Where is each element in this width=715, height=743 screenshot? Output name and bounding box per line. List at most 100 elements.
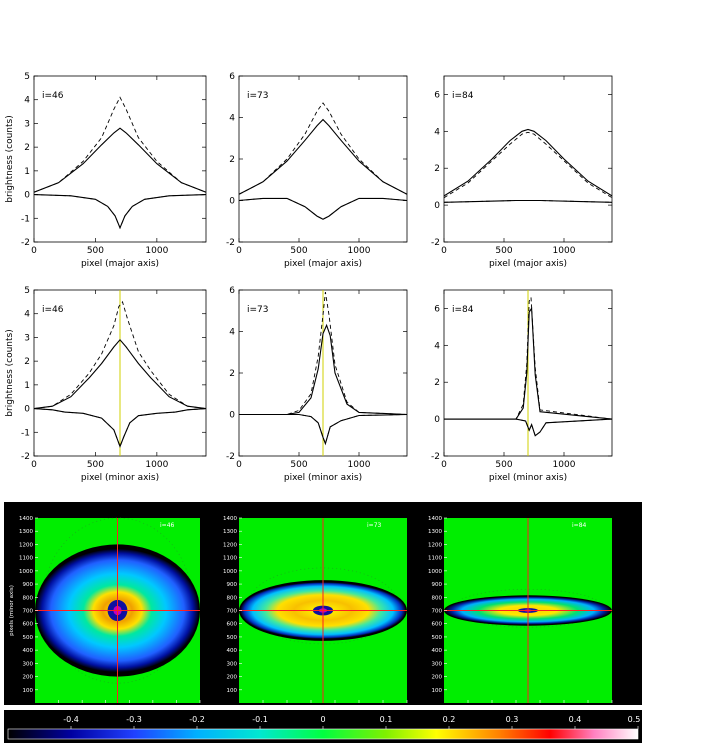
series-line-2 (239, 197, 407, 220)
map-i46: 2004006008001000120014001002003004005006… (9, 516, 207, 720)
x-tick-label: 1000 (145, 460, 168, 470)
y-tick-label: 0 (229, 411, 235, 421)
x-tick-label: 0 (236, 246, 242, 256)
y-tick-label: 200 (432, 675, 443, 681)
panel-annotation: i=84 (452, 91, 474, 101)
x-tick-label: 500 (87, 246, 104, 256)
y-tick-label: 4 (24, 96, 30, 106)
y-tick-label: 6 (229, 286, 235, 296)
y-tick-label: 1000 (223, 569, 237, 575)
y-tick-label: 1 (24, 381, 30, 391)
y-tick-label: 6 (434, 90, 440, 100)
y-tick-label: 900 (23, 582, 34, 588)
colorbar-tick-label: -0.1 (252, 715, 268, 724)
x-tick-label: 1000 (348, 460, 371, 470)
y-tick-label: 800 (227, 595, 238, 601)
y-tick-label: 1100 (223, 556, 237, 562)
y-tick-label: -1 (21, 214, 30, 224)
y-tick-label: 400 (227, 648, 238, 654)
y-tick-label: 1300 (223, 529, 237, 535)
y-tick-label: 0 (24, 191, 30, 201)
profile-major-i46: 0 500 1000 -2 -1 0 1 2 3 4 5 pixel (major axis) brig… (5, 72, 207, 269)
colorbar-tick-label: -0.2 (189, 715, 205, 724)
y-tick-label: 4 (434, 127, 440, 137)
y-tick-label: 300 (432, 661, 443, 667)
map-i84: 2004006008001000120014001002003004005006… (428, 516, 619, 720)
y-axis-label: brightness (counts) (5, 329, 15, 416)
y-tick-label: 700 (227, 609, 238, 615)
y-tick-label: 5 (24, 286, 30, 296)
y-tick-label: 2 (24, 357, 30, 367)
y-tick-label: 100 (227, 688, 238, 694)
y-tick-label: 300 (227, 661, 238, 667)
colorbar-tick-label: 0.3 (506, 715, 519, 724)
x-axis-label: pixel (minor axis) (81, 473, 159, 483)
y-tick-label: 500 (432, 635, 443, 641)
y-tick-label: 6 (229, 72, 235, 82)
colorbar-tick-label: 0.2 (443, 715, 456, 724)
y-tick-label: 1300 (19, 529, 33, 535)
colorbar: -0.4 -0.3 -0.2 -0.1 0 0.1 0.2 0.3 0.4 0.5 (4, 710, 642, 743)
y-tick-label: 500 (227, 635, 238, 641)
y-axis-label: pixels (minor axis) (9, 585, 15, 636)
panel-annotation: i=84 (452, 305, 474, 315)
series-line-1 (239, 102, 407, 195)
y-tick-label: 1000 (428, 569, 442, 575)
x-tick-label: 1000 (553, 246, 576, 256)
y-tick-label: 600 (227, 622, 238, 628)
y-tick-label: 4 (229, 328, 235, 338)
colorbar-tick-label: 0.1 (380, 715, 393, 724)
colorbar-tick-label: -0.4 (63, 715, 79, 724)
y-tick-label: 1000 (19, 569, 33, 575)
series-line-3 (34, 408, 206, 448)
colorbar-scale (7, 728, 639, 740)
y-tick-label: 6 (434, 304, 440, 314)
series-line-0 (444, 306, 612, 420)
x-axis-label: pixel (major axis) (489, 259, 567, 269)
y-tick-label: 600 (23, 622, 34, 628)
y-tick-label: 1200 (428, 542, 442, 548)
y-tick-label: -2 (21, 238, 30, 248)
y-tick-label: 800 (23, 595, 34, 601)
y-tick-label: 0 (24, 405, 30, 415)
map-i73: 2004006008001000120014001002003004005006… (223, 516, 414, 720)
y-tick-label: 4 (229, 114, 235, 124)
y-tick-label: 900 (227, 582, 238, 588)
y-tick-label: 700 (23, 609, 34, 615)
panel-annotation: i=84 (572, 522, 587, 529)
y-tick-label: 0 (434, 415, 440, 425)
series-line-3 (239, 414, 407, 446)
series-line-0 (34, 338, 206, 410)
series-line-3 (239, 197, 407, 220)
plot-frame (443, 75, 613, 243)
x-tick-label: 0 (31, 460, 37, 470)
y-axis-label: brightness (counts) (5, 115, 15, 202)
y-tick-label: -2 (226, 452, 235, 462)
x-axis-label: pixel (major axis) (81, 259, 159, 269)
series-line-0 (239, 118, 407, 195)
series-line-2 (34, 194, 206, 230)
y-tick-label: -2 (226, 238, 235, 248)
y-tick-label: 3 (24, 119, 30, 129)
y-tick-label: 4 (24, 310, 30, 320)
y-tick-label: 200 (23, 675, 34, 681)
y-tick-label: 100 (23, 688, 34, 694)
y-tick-label: 0 (229, 197, 235, 207)
series-line-3 (444, 418, 612, 437)
plot-frame (33, 75, 207, 243)
series-line-1 (34, 96, 206, 193)
series-line-0 (239, 323, 407, 416)
y-tick-label: -2 (21, 452, 30, 462)
y-tick-label: 500 (23, 635, 34, 641)
x-axis-label: pixel (minor axis) (489, 473, 567, 483)
y-tick-label: -2 (431, 452, 440, 462)
y-tick-label: 900 (432, 582, 443, 588)
x-tick-label: 0 (441, 460, 447, 470)
y-tick-label: -1 (21, 428, 30, 438)
y-tick-label: 2 (229, 369, 235, 379)
x-tick-label: 500 (290, 246, 307, 256)
